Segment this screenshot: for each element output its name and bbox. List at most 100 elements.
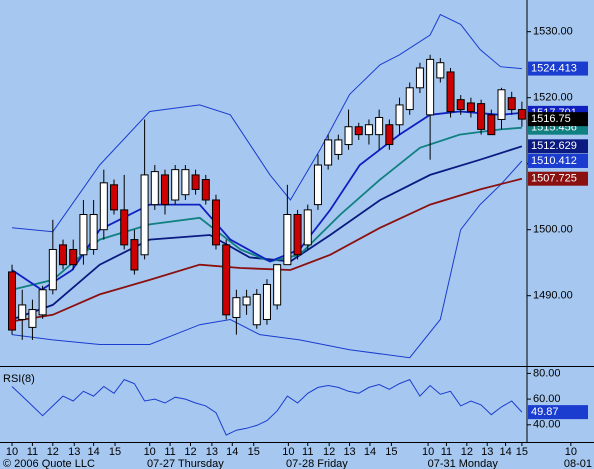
candle-body [222, 244, 231, 316]
value-label: 1524.413 [531, 62, 577, 74]
candle-body [303, 209, 312, 246]
rsi-tick-label: 60.00 [533, 393, 561, 405]
candle-body [293, 214, 302, 256]
candle-body [69, 248, 78, 266]
candle-body [456, 99, 465, 111]
candle-body [283, 214, 292, 266]
candle-body [517, 109, 526, 120]
value-label-box [528, 112, 588, 127]
x-tick-label: 11 [441, 446, 452, 458]
candle-body [28, 309, 37, 328]
value-label-box [528, 171, 588, 186]
value-label-box [528, 61, 588, 76]
y-tick-label: 1530.00 [533, 26, 573, 38]
x-tick-label: 14 [499, 446, 511, 458]
candle-body [38, 289, 47, 316]
x-tick-label: 12 [323, 446, 335, 458]
candle-body [211, 199, 220, 246]
rsi-tick-label: 80.00 [533, 367, 561, 379]
copyright: © 2006 Quote LLC [3, 458, 95, 469]
day-label: 08-01 [564, 458, 592, 469]
candle-body [426, 58, 435, 116]
candle-body [120, 209, 129, 246]
value-label-box [528, 153, 588, 168]
x-tick-label: 13 [206, 446, 218, 458]
value-label: 1507.725 [531, 173, 577, 185]
x-tick-label: 13 [343, 446, 355, 458]
candle-body [262, 283, 271, 320]
candle-body [334, 139, 343, 155]
day-label: 07-28 Friday [286, 458, 348, 469]
value-label: 49.87 [531, 406, 559, 418]
candle-body [405, 87, 414, 111]
candle-body [130, 239, 139, 271]
candle-body [171, 169, 180, 201]
x-tick-label: 14 [364, 446, 376, 458]
candle-body [507, 97, 516, 111]
rsi-line [11, 378, 523, 436]
rsi-tick-label: 40.00 [533, 419, 561, 431]
x-tick-label: 14 [87, 446, 99, 458]
x-tick-label: 15 [109, 446, 121, 458]
x-tick-label: 12 [184, 446, 196, 458]
rsi-title: RSI(8) [3, 373, 35, 385]
value-label: 1512.629 [531, 140, 577, 152]
candle-body [415, 67, 424, 89]
candle-body [324, 139, 333, 166]
value-label-box [528, 139, 588, 154]
candle-body [18, 304, 27, 320]
candle-body [273, 264, 282, 306]
candle-body [59, 244, 68, 266]
x-tick-label: 10 [422, 446, 434, 458]
candle-body [140, 174, 149, 256]
x-tick-label: 11 [302, 446, 313, 458]
candle-body [364, 124, 373, 136]
x-tick-label: 11 [164, 446, 175, 458]
value-label: 1510.412 [531, 155, 577, 167]
candle-body [181, 169, 190, 196]
value-label-box [528, 405, 588, 420]
candle-body [48, 248, 57, 291]
candle-body [201, 179, 210, 201]
candle-body [191, 174, 200, 190]
x-tick-label: 15 [248, 446, 260, 458]
candle-body [110, 184, 119, 211]
candle-body [354, 126, 363, 136]
candle-body [446, 71, 455, 113]
candle-body [252, 293, 261, 326]
x-tick-label: 15 [385, 446, 397, 458]
overlay-line [11, 145, 523, 321]
candle-body [150, 171, 159, 206]
overlay-line [11, 13, 522, 233]
x-tick-label: 12 [47, 446, 59, 458]
day-label: 07-27 Thursday [147, 458, 224, 469]
candle-body [466, 102, 475, 113]
x-tick-label: 12 [461, 446, 473, 458]
y-tick-label: 1500.00 [533, 224, 573, 236]
x-tick-label: 10 [6, 446, 18, 458]
candle-body [487, 114, 496, 136]
x-tick-label: 13 [481, 446, 493, 458]
y-tick-label: 1520.00 [533, 92, 573, 104]
candle-body [477, 103, 486, 130]
candle-body [497, 89, 506, 120]
candle-body [344, 126, 353, 146]
candle-body [313, 164, 322, 206]
candle-body [99, 182, 108, 231]
y-tick-label: 1490.00 [533, 290, 573, 302]
x-tick-label: 15 [516, 446, 528, 458]
x-tick-label: 10 [565, 446, 577, 458]
overlay-line [11, 177, 523, 323]
x-tick-label: 10 [282, 446, 294, 458]
candle-body [385, 124, 394, 146]
candle-body [375, 116, 384, 136]
candle-body [89, 214, 98, 250]
candle-body [242, 296, 251, 306]
overlay-line [11, 160, 523, 359]
x-tick-label: 10 [144, 446, 156, 458]
candle-body [395, 104, 404, 126]
day-label: 07-31 Monday [428, 458, 499, 469]
x-tick-label: 13 [68, 446, 80, 458]
